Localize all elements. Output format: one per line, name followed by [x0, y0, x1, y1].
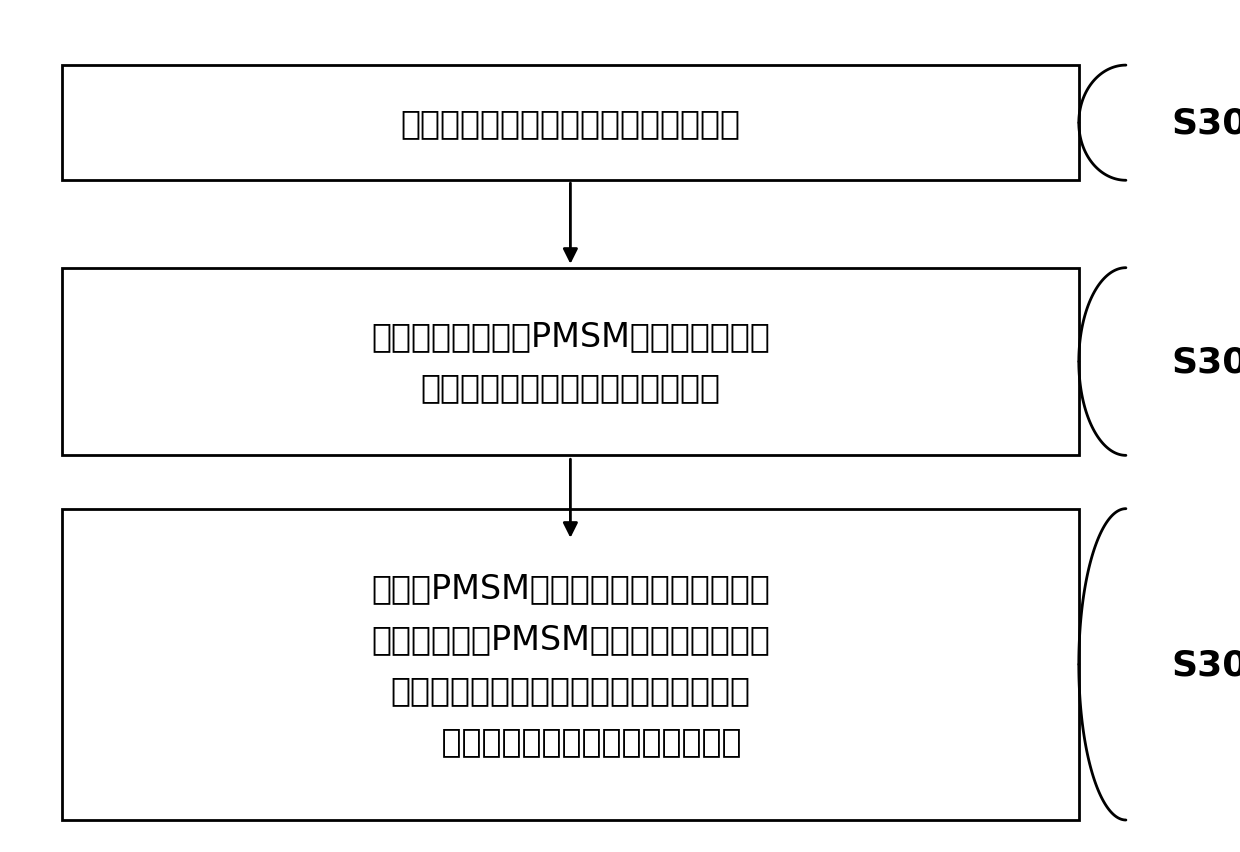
Bar: [62, 509, 1079, 820]
Bar: [62, 268, 1079, 456]
Bar: [62, 66, 1079, 181]
Text: 选取直轴电流初始值与交轴电流初始值: 选取直轴电流初始值与交轴电流初始值: [401, 107, 740, 140]
Text: S301: S301: [1172, 106, 1240, 141]
Text: 控制永磁同步电机PMSM运行在所述直轴
电流初始值与所述交轴电流初始值: 控制永磁同步电机PMSM运行在所述直轴 电流初始值与所述交轴电流初始值: [371, 320, 770, 404]
Text: 对所述PMSM的直轴电流和交轴电流进行
调节，使所述PMSM由所述直轴电流初始
值运行至直轴电流目标值、且由所述交轴
    电流初始值运行至交轴电流目标值: 对所述PMSM的直轴电流和交轴电流进行 调节，使所述PMSM由所述直轴电流初始 …: [371, 572, 770, 757]
Text: S302: S302: [1172, 345, 1240, 379]
Text: S303: S303: [1172, 648, 1240, 682]
